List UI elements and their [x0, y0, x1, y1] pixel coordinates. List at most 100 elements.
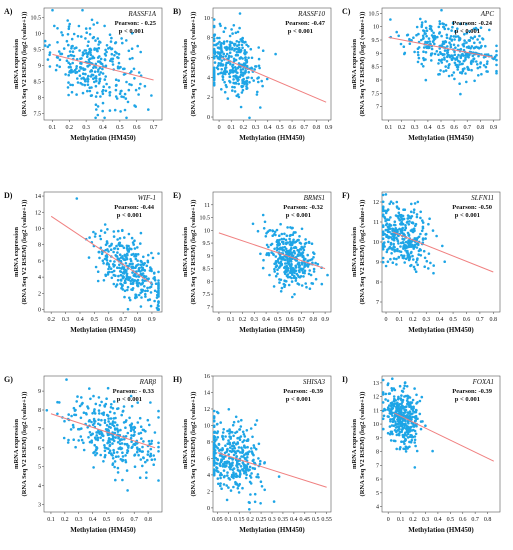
- gene-title: SLFN11: [471, 194, 494, 202]
- data-point: [388, 223, 392, 227]
- data-point: [396, 239, 400, 243]
- data-point: [97, 418, 100, 422]
- data-point: [248, 474, 252, 478]
- data-point: [87, 58, 91, 61]
- data-point: [391, 229, 394, 233]
- data-point: [422, 65, 425, 68]
- data-point: [253, 500, 257, 504]
- data-point: [292, 270, 296, 274]
- data-point: [249, 47, 253, 51]
- data-point: [227, 486, 230, 489]
- data-point: [81, 72, 85, 75]
- y-tick-label: 9.5: [203, 241, 211, 247]
- data-point: [101, 434, 105, 438]
- data-point: [240, 39, 243, 43]
- data-point: [449, 43, 453, 46]
- data-point: [481, 37, 485, 41]
- data-point: [96, 431, 100, 434]
- data-point: [425, 259, 429, 263]
- data-point: [381, 237, 385, 240]
- x-tick-label: 0.8: [490, 317, 498, 323]
- data-point: [139, 291, 142, 295]
- data-point: [237, 446, 241, 449]
- data-point: [148, 298, 152, 301]
- x-tick-label: 0.6: [133, 125, 141, 131]
- data-point: [407, 403, 411, 406]
- data-point: [291, 273, 294, 277]
- gene-title: BRMS1: [304, 194, 325, 202]
- data-point: [313, 252, 316, 256]
- data-point: [122, 67, 125, 71]
- data-point: [94, 265, 98, 269]
- y-tick-label: 10: [373, 240, 379, 246]
- data-point: [118, 263, 121, 267]
- data-point: [415, 417, 419, 421]
- data-point: [245, 85, 248, 88]
- x-tick-label: 0.6: [286, 317, 294, 323]
- data-point: [102, 262, 105, 265]
- data-point: [144, 292, 147, 296]
- data-point: [422, 37, 425, 40]
- data-point: [116, 441, 120, 444]
- y-tick-label: 11: [204, 203, 210, 209]
- data-point: [79, 66, 83, 69]
- data-point: [237, 469, 241, 473]
- data-point: [150, 442, 153, 445]
- y-axis-label: mRNA expression (RNA Seq V2 RSEM) (log2 (…: [13, 200, 28, 305]
- data-point: [229, 40, 232, 44]
- data-point: [94, 116, 97, 120]
- data-point: [86, 78, 90, 81]
- data-point: [416, 200, 420, 204]
- x-tick-label: 0.2: [409, 317, 417, 323]
- data-point: [391, 233, 394, 236]
- data-point: [398, 214, 401, 217]
- regression-line: [392, 231, 494, 273]
- data-point: [98, 234, 102, 238]
- data-point: [221, 465, 225, 468]
- data-point: [71, 83, 74, 87]
- data-point: [245, 473, 248, 477]
- data-point: [401, 405, 405, 408]
- data-point: [121, 451, 124, 455]
- data-point: [136, 253, 140, 256]
- data-point: [212, 457, 216, 460]
- data-point: [464, 22, 468, 26]
- data-point: [237, 50, 240, 54]
- x-tick-label: 0.5: [276, 125, 284, 131]
- data-point: [129, 394, 133, 398]
- data-point: [288, 259, 292, 263]
- x-tick-label: 0.5: [274, 317, 282, 323]
- scatter-points: [43, 8, 153, 120]
- data-point: [443, 49, 447, 52]
- data-point: [90, 94, 94, 97]
- data-point: [116, 471, 120, 474]
- data-point: [414, 270, 418, 274]
- data-point: [140, 450, 144, 453]
- data-point: [295, 272, 299, 276]
- data-point: [404, 437, 407, 441]
- data-point: [213, 449, 217, 452]
- data-point: [384, 223, 388, 227]
- data-point: [314, 277, 318, 281]
- data-point: [387, 236, 390, 240]
- data-point: [63, 419, 66, 423]
- data-point: [58, 65, 61, 69]
- data-point: [454, 46, 457, 49]
- x-tick-label: 0.1: [47, 517, 55, 523]
- data-point: [405, 33, 409, 37]
- data-point: [233, 66, 237, 69]
- data-point: [430, 34, 434, 37]
- data-point: [405, 385, 409, 388]
- data-point: [394, 410, 398, 413]
- data-point: [67, 25, 71, 28]
- data-point: [88, 33, 92, 36]
- data-point: [144, 460, 147, 464]
- data-point: [212, 415, 216, 418]
- data-point: [93, 408, 96, 411]
- data-point: [92, 466, 95, 469]
- data-point: [121, 455, 125, 458]
- data-point: [279, 262, 283, 266]
- data-point: [216, 422, 219, 426]
- data-point: [414, 444, 417, 448]
- data-point: [309, 258, 312, 262]
